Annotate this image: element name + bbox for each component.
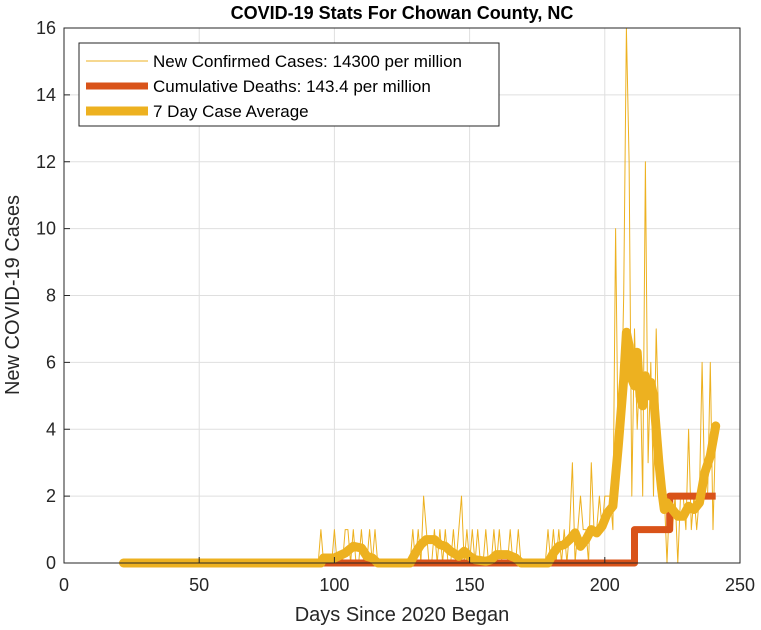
series-line-3 [119, 327, 721, 568]
y-tick-label: 4 [46, 419, 56, 439]
y-tick-label: 8 [46, 286, 56, 306]
y-tick-label: 6 [46, 352, 56, 372]
legend-label-2: Cumulative Deaths: 143.4 per million [153, 77, 431, 96]
x-tick-label: 250 [725, 575, 755, 595]
y-axis-label: New COVID-19 Cases [2, 195, 24, 395]
legend-box [78, 42, 500, 127]
y-tick-label: 2 [46, 486, 56, 506]
y-tick-label: 16 [36, 18, 56, 38]
ticks: 0 50 100 150 200 250 0 2 4 6 8 10 12 14 16 [36, 18, 755, 595]
y-tick-label: 10 [36, 219, 56, 239]
legend-label-3: 7 Day Case Average [153, 102, 309, 121]
legend-label-1: New Confirmed Cases: 14300 per million [153, 52, 462, 71]
legend: New Confirmed Cases: 14300 per million Cu… [78, 42, 500, 127]
x-tick-label: 150 [455, 575, 485, 595]
x-tick-label: 200 [590, 575, 620, 595]
x-axis-label: Days Since 2020 Began [295, 604, 510, 626]
x-tick-label: 50 [189, 575, 209, 595]
y-tick-label: 0 [46, 553, 56, 573]
y-tick-label: 12 [36, 152, 56, 172]
chart-title: COVID-19 Stats For Chowan County, NC [231, 3, 574, 23]
x-tick-label: 0 [59, 575, 69, 595]
x-tick-label: 100 [319, 575, 349, 595]
y-tick-label: 14 [36, 85, 56, 105]
